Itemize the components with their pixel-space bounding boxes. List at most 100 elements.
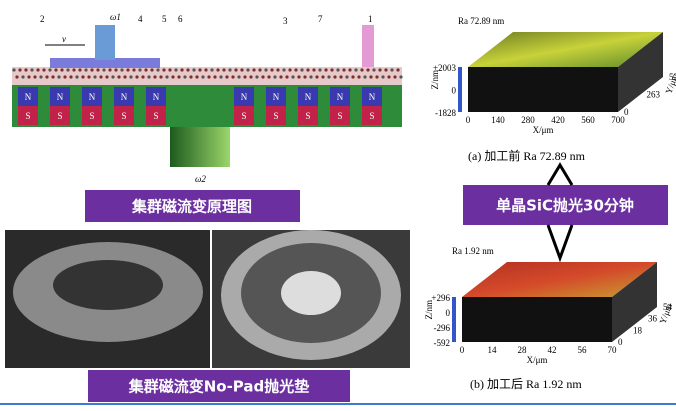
particle	[261, 75, 265, 79]
particle	[228, 68, 232, 72]
x-tick: 0	[460, 345, 465, 355]
particle	[348, 68, 352, 72]
particle	[225, 75, 229, 79]
particle	[258, 68, 262, 72]
particle	[54, 68, 58, 72]
particle	[279, 75, 283, 79]
y-tick: 54	[663, 302, 673, 312]
x-tick: 420	[551, 115, 565, 125]
particle	[69, 75, 73, 79]
spindle	[95, 25, 115, 60]
particle	[90, 68, 94, 72]
magnet-s	[266, 106, 286, 125]
magnet-n	[82, 87, 102, 106]
north: N	[241, 92, 248, 102]
label-5: 5	[162, 14, 167, 24]
particle	[156, 68, 160, 72]
ra: Ra 1.92 nm	[452, 246, 494, 256]
label-4: 4	[138, 14, 143, 24]
particle	[171, 75, 175, 79]
south: S	[25, 111, 30, 121]
particle	[60, 68, 64, 72]
particle	[234, 68, 238, 72]
process-box	[463, 185, 668, 225]
before-plot: Ra 72.89 nm Z/nm+2003 0 -1828 0 140 280 420 560 7…	[430, 16, 676, 163]
particle	[360, 68, 364, 72]
x-tick: 56	[578, 345, 588, 355]
particle	[24, 68, 28, 72]
particle	[384, 68, 388, 72]
magnet-n	[330, 87, 350, 106]
caption: (a) 加工前 Ra 72.89 nm	[468, 148, 586, 163]
magnet-n	[362, 87, 382, 106]
particle	[369, 75, 373, 79]
particle	[63, 75, 67, 79]
particle	[381, 75, 385, 79]
magnet-s	[234, 106, 254, 125]
particle	[312, 68, 316, 72]
particle	[102, 68, 106, 72]
ring-hole	[53, 260, 163, 310]
particle	[330, 68, 334, 72]
particle	[39, 75, 43, 79]
pad-caption: 集群磁流变No-Pad抛光垫	[128, 378, 310, 396]
particle	[354, 68, 358, 72]
particle	[132, 68, 136, 72]
omega2: ω2	[195, 174, 206, 184]
particle	[291, 75, 295, 79]
particle	[123, 75, 127, 79]
y-tick: 0	[624, 107, 629, 117]
particle	[270, 68, 274, 72]
particle	[126, 68, 130, 72]
particle	[27, 75, 31, 79]
particle	[198, 68, 202, 72]
particle	[351, 75, 355, 79]
particle	[303, 75, 307, 79]
south: S	[369, 111, 374, 121]
particle	[78, 68, 82, 72]
north: N	[153, 92, 160, 102]
x-tick: 700	[611, 115, 625, 125]
magnet-n	[298, 87, 318, 106]
particle	[255, 75, 259, 79]
particle	[51, 75, 55, 79]
z-tick: 0	[446, 308, 451, 318]
particle	[105, 75, 109, 79]
principle-caption: 集群磁流变原理图	[131, 198, 252, 216]
z-tick: -592	[434, 338, 451, 348]
particle	[75, 75, 79, 79]
particle	[48, 68, 52, 72]
z-label: Z/nm	[424, 300, 434, 320]
particle	[174, 68, 178, 72]
particle	[144, 68, 148, 72]
particle	[15, 75, 19, 79]
particle	[87, 75, 91, 79]
particle	[357, 75, 361, 79]
north: N	[337, 92, 344, 102]
particle	[336, 68, 340, 72]
particle	[153, 75, 157, 79]
magnet-s	[82, 106, 102, 125]
particle	[276, 68, 280, 72]
magnet-s	[330, 106, 350, 125]
north: N	[273, 92, 280, 102]
particle	[42, 68, 46, 72]
label-6: 6	[178, 14, 183, 24]
particle	[342, 68, 346, 72]
particle	[111, 75, 115, 79]
particle	[33, 75, 37, 79]
particle	[114, 68, 118, 72]
side	[612, 262, 657, 342]
particle	[138, 68, 142, 72]
arrow	[546, 224, 574, 263]
particle	[315, 75, 319, 79]
particle	[57, 75, 61, 79]
process-caption: 单晶SiC抛光30分钟	[496, 197, 634, 215]
particle	[30, 68, 34, 72]
magnet-s	[362, 106, 382, 125]
particle	[150, 68, 154, 72]
label-7: 7	[318, 14, 323, 24]
particle	[309, 75, 313, 79]
label-2: 2	[40, 14, 45, 24]
